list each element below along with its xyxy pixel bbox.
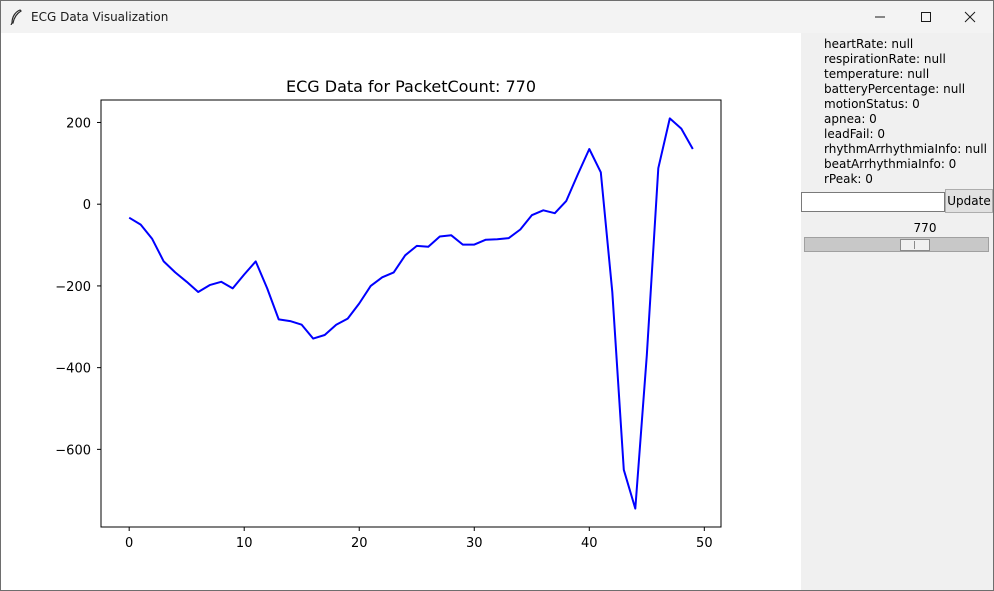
- info-temperature: temperature: null: [824, 67, 930, 81]
- ecg-chart: ECG Data for PacketCount: 770 0 10 20 30 40 5…: [55, 77, 722, 551]
- info-lead-fail: leadFail: 0: [824, 127, 886, 141]
- window-title: ECG Data Visualization: [31, 10, 169, 24]
- y-tick-label: −200: [55, 280, 91, 295]
- x-tick-label: 10: [236, 536, 253, 551]
- info-list: heartRate: null respirationRate: null te…: [824, 37, 987, 187]
- info-rhythm-arrhythmia: rhythmArrhythmiaInfo: null: [824, 142, 987, 156]
- info-apnea: apnea: 0: [824, 112, 877, 126]
- slider-handle[interactable]: [899, 239, 930, 251]
- chart-title: ECG Data for PacketCount: 770: [286, 77, 536, 96]
- close-button[interactable]: [947, 1, 993, 33]
- y-tick-label: −600: [55, 443, 91, 458]
- feather-icon: [10, 9, 22, 25]
- slider-value-label: 770: [913, 221, 937, 235]
- plot-frame: [100, 99, 722, 528]
- y-tick-label: 0: [83, 198, 91, 213]
- minimize-icon: [875, 16, 885, 18]
- update-button[interactable]: Update: [945, 189, 993, 213]
- info-respiration-rate: respirationRate: null: [824, 52, 946, 66]
- x-tick-label: 0: [125, 536, 133, 551]
- info-heart-rate: heartRate: null: [824, 37, 914, 51]
- chart-canvas: ECG Data for PacketCount: 770 0 10 20 30 40 5…: [1, 33, 801, 590]
- info-beat-arrhythmia: beatArrhythmiaInfo: 0: [824, 157, 957, 171]
- x-tick-label: 30: [466, 536, 483, 551]
- control-panel: heartRate: null respirationRate: null te…: [801, 33, 993, 590]
- ecg-series-line: [128, 117, 694, 510]
- y-tick-label: 200: [66, 116, 91, 131]
- close-icon: [964, 11, 976, 23]
- minimize-button[interactable]: [857, 1, 903, 33]
- info-r-peak: rPeak: 0: [824, 172, 873, 186]
- info-battery-percentage: batteryPercentage: null: [824, 82, 966, 96]
- x-tick-label: 20: [351, 536, 368, 551]
- maximize-icon: [921, 12, 931, 22]
- packet-count-input[interactable]: [801, 192, 945, 212]
- packet-count-slider[interactable]: [804, 237, 989, 252]
- title-bar[interactable]: ECG Data Visualization: [1, 1, 993, 33]
- x-tick-label: 40: [581, 536, 598, 551]
- y-tick-label: −400: [55, 362, 91, 377]
- info-motion-status: motionStatus: 0: [824, 97, 920, 111]
- x-tick-label: 50: [696, 536, 713, 551]
- maximize-button[interactable]: [903, 1, 949, 33]
